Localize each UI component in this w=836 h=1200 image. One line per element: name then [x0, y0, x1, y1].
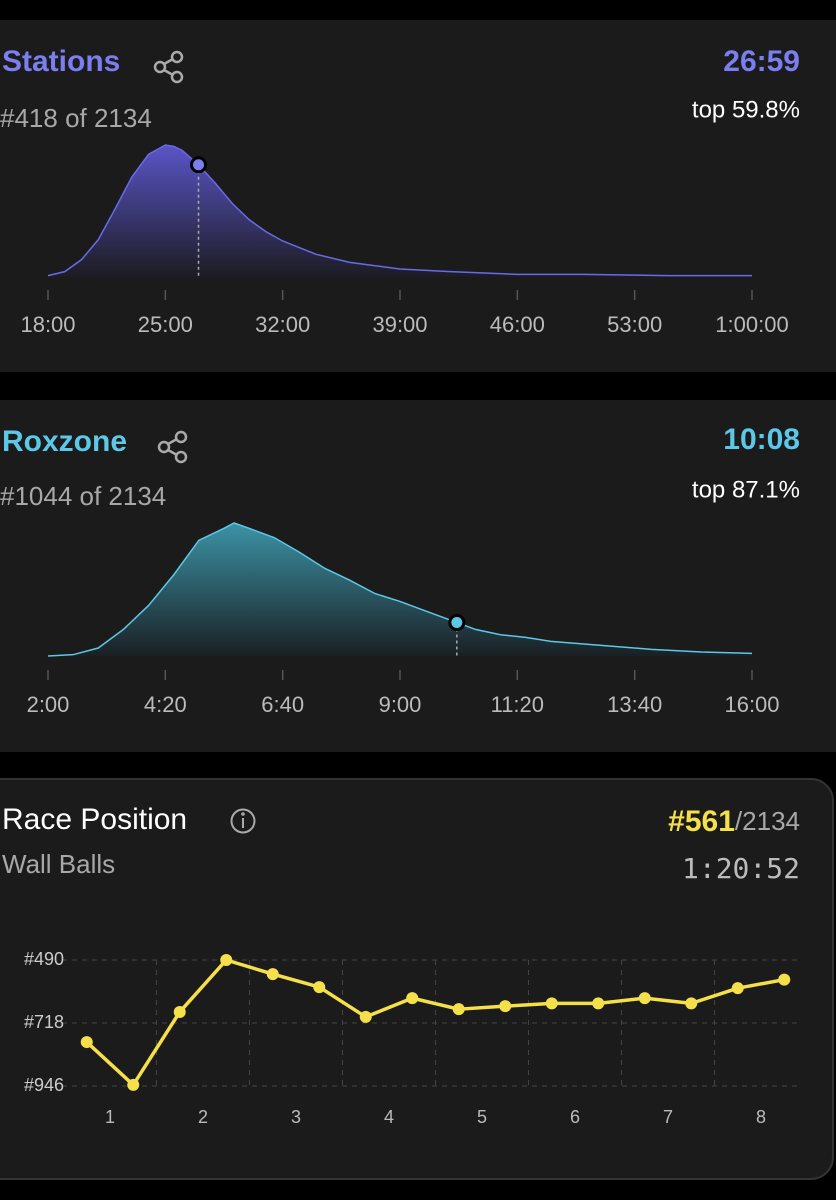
position-point	[499, 1000, 512, 1013]
position-point	[638, 992, 651, 1005]
position-point	[685, 997, 698, 1010]
panel-percentile: top 59.8%	[692, 96, 800, 123]
position-point	[592, 997, 605, 1010]
x-tick-label: 6:40	[261, 692, 304, 717]
panel-rank: #1044 of 2134	[0, 481, 166, 511]
result-marker	[190, 156, 208, 174]
panel-subtitle: Wall Balls	[2, 849, 115, 879]
position-point	[406, 992, 419, 1005]
x-tick-label: 39:00	[372, 312, 427, 337]
x-tick-label: 11:20	[491, 692, 544, 717]
x-tick-label: 4	[384, 1107, 394, 1127]
rank-number: #561	[668, 805, 735, 838]
position-point	[80, 1036, 93, 1049]
share-icon[interactable]	[157, 430, 188, 464]
x-tick-label: 8	[756, 1107, 766, 1127]
position-point	[359, 1010, 372, 1023]
x-tick-label: 7	[663, 1107, 673, 1127]
info-icon[interactable]	[230, 808, 256, 834]
x-tick-label: 3	[291, 1107, 301, 1127]
y-tick-label: #718	[24, 1012, 64, 1032]
density-area	[48, 145, 752, 277]
position-point	[266, 968, 279, 981]
x-tick-label: 25:00	[138, 312, 193, 337]
race-time: 1:20:52	[682, 852, 800, 885]
x-tick-label: 1:00:00	[715, 312, 788, 337]
race-panel	[0, 778, 834, 1180]
panel-time: 10:08	[723, 423, 800, 456]
density-area	[48, 523, 752, 656]
result-marker	[448, 614, 466, 632]
x-tick-label: 6	[570, 1107, 580, 1127]
share-icon[interactable]	[153, 50, 184, 84]
panel-title: Roxzone	[2, 425, 127, 458]
position-point	[452, 1003, 465, 1016]
x-tick-label: 53:00	[607, 312, 662, 337]
panel-percentile: top 87.1%	[692, 476, 800, 503]
y-tick-label: #946	[24, 1075, 64, 1095]
position-point	[220, 954, 233, 966]
roxzone-panel	[0, 400, 836, 752]
x-tick-label: 18:00	[20, 312, 75, 337]
x-tick-label: 16:00	[724, 692, 779, 717]
x-tick-label: 9:00	[379, 692, 422, 717]
position-point	[313, 981, 326, 994]
panel-title: Race Position	[2, 803, 187, 836]
rank-total: /2134	[735, 806, 800, 836]
panel-title: Stations	[2, 45, 120, 78]
x-tick-label: 1	[105, 1107, 115, 1127]
x-tick-label: 2	[198, 1107, 208, 1127]
panel-rank: #418 of 2134	[0, 103, 152, 133]
y-tick-label: #490	[24, 949, 64, 969]
position-line	[85, 958, 785, 1087]
x-tick-label: 13:40	[607, 692, 662, 717]
x-tick-label: 32:00	[255, 312, 310, 337]
panel-time: 26:59	[723, 45, 800, 78]
x-tick-label: 2:00	[27, 692, 70, 717]
x-tick-label: 4:20	[144, 692, 187, 717]
x-tick-label: 46:00	[490, 312, 545, 337]
position-point	[778, 973, 791, 986]
race-rank: #561/2134	[668, 805, 800, 838]
position-point	[173, 1005, 186, 1018]
position-point	[127, 1078, 140, 1091]
density-line	[47, 144, 752, 277]
position-point	[545, 997, 558, 1010]
density-line	[47, 522, 753, 657]
x-tick-label: 5	[477, 1107, 487, 1127]
position-point	[731, 982, 744, 995]
